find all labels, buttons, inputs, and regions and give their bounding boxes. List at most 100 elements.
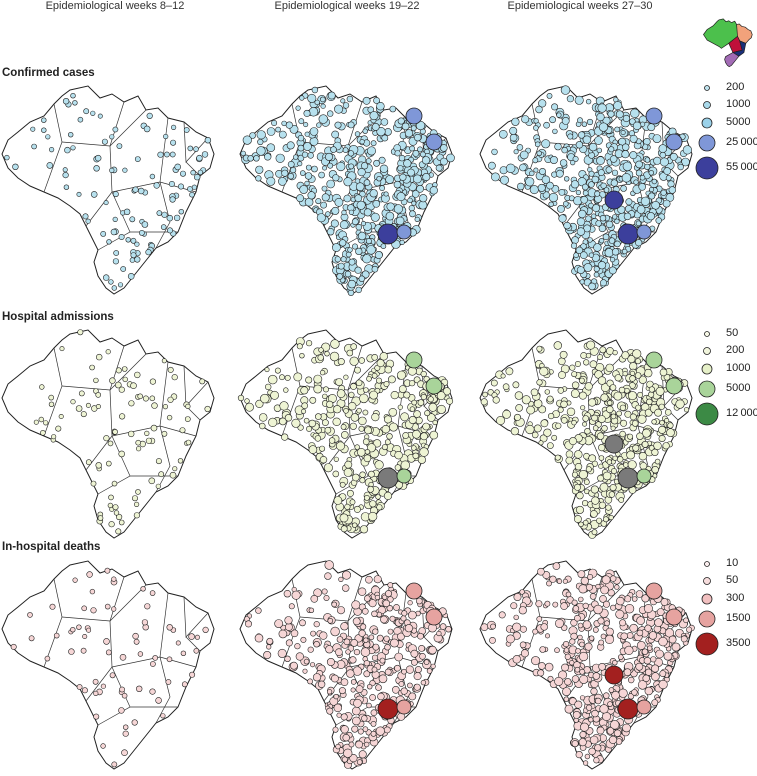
municipality-bubble xyxy=(637,414,647,424)
municipality-bubble xyxy=(143,125,151,133)
municipality-bubble xyxy=(10,643,17,650)
municipality-bubble xyxy=(593,243,602,252)
municipality-bubble xyxy=(543,428,552,437)
municipality-bubble xyxy=(645,668,653,676)
municipality-bubble xyxy=(635,590,644,598)
municipality-bubble xyxy=(540,623,548,631)
municipality-bubble xyxy=(100,683,106,689)
municipality-bubble xyxy=(611,169,619,176)
municipality-bubble xyxy=(622,248,628,255)
municipality-bubble xyxy=(150,424,158,432)
municipality-bubble xyxy=(371,610,378,617)
municipality-bubble xyxy=(648,386,655,393)
municipality-bubble xyxy=(266,143,276,152)
municipality-bubble xyxy=(349,754,358,763)
municipality-bubble xyxy=(141,619,148,626)
municipality-bubble xyxy=(82,634,88,640)
municipality-bubble xyxy=(303,142,312,151)
municipality-bubble xyxy=(604,620,610,627)
municipality-bubble xyxy=(44,655,51,662)
municipality-bubble xyxy=(561,417,568,424)
municipality-bubble xyxy=(502,383,510,391)
municipality-bubble xyxy=(374,460,384,470)
row-title-confirmed-cases: Confirmed cases xyxy=(2,67,95,79)
municipality-bubble xyxy=(149,590,156,596)
municipality-bubble xyxy=(119,686,125,693)
municipality-bubble xyxy=(583,359,590,366)
municipality-bubble xyxy=(519,150,529,160)
municipality-bubble xyxy=(111,480,118,487)
municipality-bubble xyxy=(190,169,196,176)
brazil-outline xyxy=(1,329,215,539)
municipality-bubble xyxy=(326,228,335,236)
municipality-bubble xyxy=(370,709,378,716)
municipality-bubble xyxy=(326,707,334,715)
municipality-bubble xyxy=(573,252,579,258)
municipality-bubble xyxy=(421,156,431,165)
municipality-bubble xyxy=(651,466,659,474)
municipality-bubble xyxy=(609,257,616,263)
municipality-bubble xyxy=(533,118,539,124)
municipality-bubble xyxy=(291,590,301,600)
municipality-bubble xyxy=(564,653,571,660)
municipality-bubble xyxy=(545,633,551,639)
municipality-bubble xyxy=(303,658,310,665)
large-municipality-bubble xyxy=(396,468,412,484)
municipality-bubble xyxy=(121,366,128,372)
municipality-bubble xyxy=(122,376,128,383)
municipality-bubble xyxy=(341,584,350,592)
municipality-bubble xyxy=(412,150,420,157)
municipality-bubble xyxy=(417,146,423,153)
municipality-bubble xyxy=(559,159,568,167)
municipality-bubble xyxy=(616,410,622,417)
municipality-bubble xyxy=(304,172,313,180)
municipality-bubble xyxy=(371,372,378,379)
municipality-bubble xyxy=(89,588,96,595)
municipality-bubble xyxy=(305,340,313,347)
municipality-bubble xyxy=(369,694,376,701)
municipality-bubble xyxy=(603,600,611,608)
municipality-bubble xyxy=(368,599,377,608)
municipality-bubble xyxy=(625,198,633,206)
legend-label-row2-3: 1000 xyxy=(726,362,751,374)
municipality-bubble xyxy=(108,521,115,528)
municipality-bubble xyxy=(632,349,642,359)
municipality-bubble xyxy=(105,649,112,656)
municipality-bubble xyxy=(283,387,289,393)
municipality-bubble xyxy=(569,437,578,446)
municipality-bubble xyxy=(201,151,209,158)
municipality-bubble xyxy=(85,402,91,408)
municipality-bubble xyxy=(398,154,406,162)
municipality-bubble xyxy=(436,404,446,414)
state-border xyxy=(423,405,439,421)
municipality-bubble xyxy=(572,710,581,719)
municipality-bubble xyxy=(301,408,307,414)
municipality-bubble xyxy=(505,367,514,376)
municipality-bubble xyxy=(343,467,353,477)
municipality-bubble xyxy=(294,643,301,650)
municipality-bubble xyxy=(333,703,343,713)
municipality-bubble xyxy=(340,678,349,686)
large-municipality-bubble xyxy=(377,467,399,489)
municipality-bubble xyxy=(118,413,126,420)
municipality-bubble xyxy=(651,672,660,681)
municipality-bubble xyxy=(90,191,98,198)
municipality-bubble xyxy=(307,191,316,200)
municipality-bubble xyxy=(627,433,634,440)
municipality-bubble xyxy=(387,375,396,384)
municipality-bubble xyxy=(308,445,318,454)
municipality-bubble xyxy=(663,651,673,661)
municipality-bubble xyxy=(578,651,589,662)
municipality-bubble xyxy=(407,682,413,689)
municipality-bubble xyxy=(569,364,576,371)
legend-label-row2-4: 5000 xyxy=(726,382,751,394)
municipality-bubble xyxy=(649,187,655,193)
municipality-bubble xyxy=(299,95,305,101)
municipality-bubble xyxy=(352,243,359,250)
municipality-bubble xyxy=(136,685,143,693)
municipality-bubble xyxy=(347,121,355,129)
municipality-bubble xyxy=(265,383,272,391)
municipality-bubble xyxy=(599,346,607,354)
municipality-bubble xyxy=(363,208,372,217)
municipality-bubble xyxy=(591,175,600,184)
